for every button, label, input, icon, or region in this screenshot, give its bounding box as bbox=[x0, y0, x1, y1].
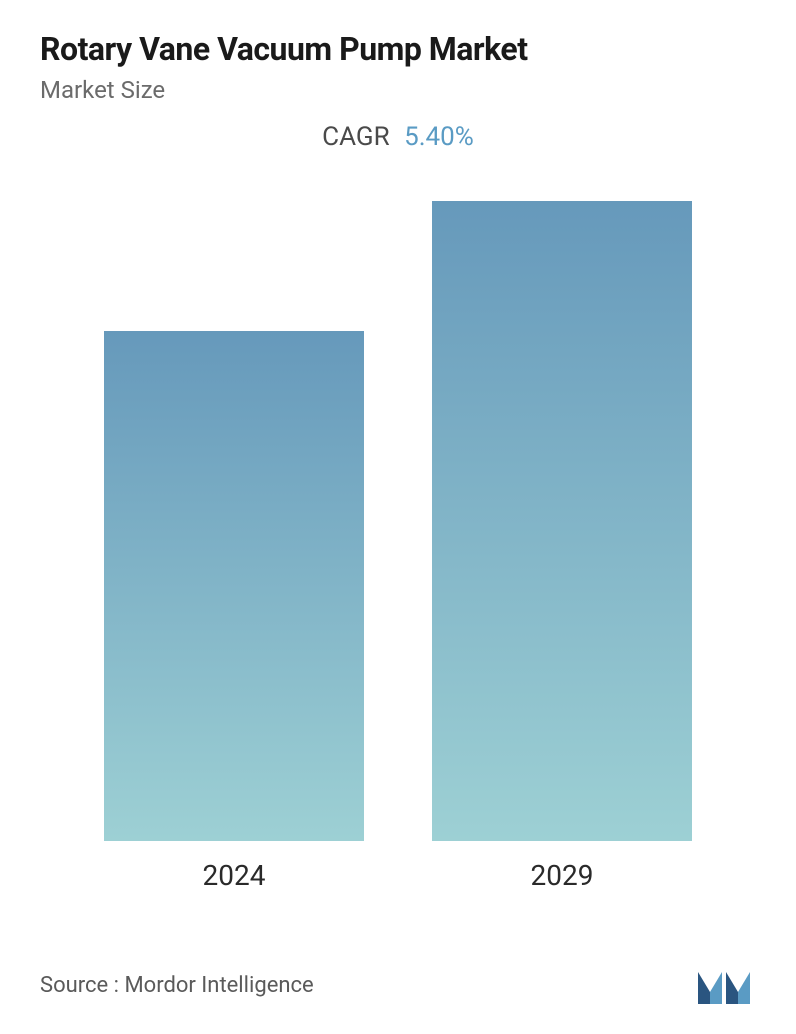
bar-1 bbox=[432, 201, 692, 841]
bar-group-0: 2024 bbox=[94, 331, 374, 892]
mordor-logo-icon bbox=[696, 964, 756, 1006]
bar-label-1: 2029 bbox=[531, 859, 594, 892]
cagr-label: CAGR bbox=[322, 122, 389, 152]
source-name: Mordor Intelligence bbox=[124, 973, 313, 998]
source-label: Source : bbox=[40, 973, 119, 998]
cagr-row: CAGR 5.40% bbox=[40, 122, 756, 152]
bar-chart: 2024 2029 bbox=[40, 232, 756, 892]
bar-label-0: 2024 bbox=[203, 859, 266, 892]
bar-0 bbox=[104, 331, 364, 841]
footer: Source : Mordor Intelligence bbox=[40, 964, 756, 1006]
bar-group-1: 2029 bbox=[422, 201, 702, 892]
chart-title: Rotary Vane Vacuum Pump Market bbox=[40, 30, 756, 68]
source-text: Source : Mordor Intelligence bbox=[40, 973, 314, 998]
chart-subtitle: Market Size bbox=[40, 76, 756, 104]
cagr-value: 5.40% bbox=[404, 122, 474, 152]
